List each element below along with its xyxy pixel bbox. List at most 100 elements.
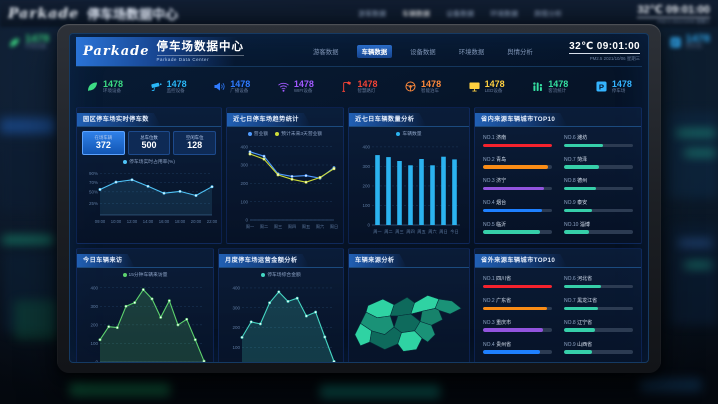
chart-legend: 营业额 预计未来3天营业额 bbox=[231, 129, 339, 138]
temperature: 32℃ bbox=[569, 41, 594, 53]
svg-text:300: 300 bbox=[90, 304, 98, 309]
progress-fill bbox=[483, 165, 548, 169]
svg-text:300: 300 bbox=[240, 163, 248, 168]
legend-item: 营业额 bbox=[247, 130, 268, 137]
progress-track bbox=[564, 284, 633, 289]
main-nav: 游客数据 车辆数据 设备数据 环境数据 舆情分析 bbox=[308, 45, 538, 58]
panel-vehicle-origin-map: 车辆来源分析 bbox=[348, 248, 470, 362]
top10-item: NO.5 广西壮族自治区 bbox=[483, 358, 552, 362]
top10-item: NO.1 四川省 bbox=[483, 271, 552, 293]
stat-label: 广播设备 bbox=[230, 88, 249, 94]
stat-value: 1478 bbox=[230, 78, 251, 89]
top10-item: NO.9 山西省 bbox=[564, 336, 633, 358]
progress-track bbox=[564, 186, 633, 191]
weekly-vehicles-bar-chart: 400 300 200 100 0 周一 周二 周三 周四 周五 周六 周日 今日 bbox=[353, 138, 465, 240]
svg-text:100: 100 bbox=[362, 203, 370, 208]
stat-box-0[interactable]: 在场车辆 372 bbox=[82, 131, 125, 155]
panel-weekly-vehicles: 近七日车辆数量分析 车辆数量 400 300 200 100 0 周一 周二 周三 周四 周五 周六… bbox=[348, 107, 470, 244]
panel-realtime-parking: 园区停车场实时停车数 在场车辆 372 总车位数 500 空闲车位 128 停车场实时占用… bbox=[76, 107, 222, 244]
progress-fill bbox=[483, 208, 543, 213]
svg-text:14:00: 14:00 bbox=[143, 219, 154, 224]
nav-tab-0[interactable]: 游客数据 bbox=[313, 49, 339, 56]
background-nav-tab: 设备数据 bbox=[446, 10, 475, 18]
nav-tab-4[interactable]: 舆情分析 bbox=[507, 49, 533, 56]
background-blur-shape bbox=[70, 382, 170, 396]
svg-text:09:00: 09:00 bbox=[95, 219, 106, 224]
svg-text:200: 200 bbox=[240, 181, 248, 186]
stat-label: 监控设备 bbox=[166, 88, 185, 94]
panel-title: 省外来源车辆城市TOP10 bbox=[475, 254, 567, 267]
stat-box-label: 空闲车位 bbox=[185, 135, 204, 141]
stat-box-value: 372 bbox=[95, 140, 111, 151]
led-screen-icon bbox=[468, 80, 481, 93]
stat-value: 1478 bbox=[357, 78, 378, 89]
top10-item: NO.2 青岛 bbox=[483, 152, 552, 174]
leaf-icon bbox=[8, 36, 21, 49]
nav-tab-1[interactable]: 车辆数据 bbox=[356, 45, 393, 58]
panel-today-visits: 今日车辆来访 15分钟车辆来访量 400300200100008:0010:00… bbox=[76, 248, 214, 362]
progress-track bbox=[483, 306, 552, 311]
top10-item: NO.9 泰安 bbox=[564, 195, 633, 217]
stat-value: 1478 bbox=[611, 78, 632, 89]
progress-fill bbox=[564, 208, 592, 213]
progress-track bbox=[483, 328, 552, 332]
panel-title: 月度停车场运营金额分析 bbox=[219, 254, 309, 267]
panel-weekly-revenue: 近七日停车场趋势统计 营业额 预计未来3天营业额 400 300 200 100 0 周一周… bbox=[226, 107, 344, 244]
nav-tab-2[interactable]: 设备数据 bbox=[410, 49, 436, 56]
progress-track bbox=[483, 208, 552, 213]
background-nav: 游客数据 车辆数据 设备数据 环境数据 舆情分析 bbox=[358, 9, 562, 19]
svg-text:今日: 今日 bbox=[450, 228, 458, 235]
svg-text:400: 400 bbox=[90, 285, 98, 290]
stat-label: LED设备 bbox=[484, 88, 503, 94]
panel-title: 省内来源车辆城市TOP10 bbox=[475, 113, 567, 126]
date: 2021/10/06 星期三 bbox=[603, 55, 640, 61]
svg-text:0: 0 bbox=[367, 223, 370, 228]
progress-fill bbox=[564, 143, 603, 148]
background-nav-tab: 车辆数据 bbox=[402, 10, 431, 18]
svg-text:22:00: 22:00 bbox=[207, 219, 217, 224]
background-blur-shape bbox=[4, 252, 62, 332]
top10-item: NO.7 黑龙江省 bbox=[564, 293, 633, 315]
top10-item: NO.10 淄博 bbox=[564, 216, 633, 238]
progress-fill bbox=[564, 328, 596, 332]
top10-item: NO.1 济南 bbox=[483, 130, 552, 152]
clock-block: 32℃ 09:01:00 PM2.5 2021/10/06 星期三 bbox=[569, 41, 642, 62]
background-blur-shape bbox=[676, 130, 716, 136]
progress-fill bbox=[483, 143, 552, 148]
svg-text:周日: 周日 bbox=[439, 229, 447, 235]
svg-text:16:00: 16:00 bbox=[159, 219, 170, 224]
legend-item: 车辆数量 bbox=[396, 130, 422, 137]
panel-top10-out-province: 省外来源车辆城市TOP10 NO.1 四川省 NO.2 广东省 NO.3 重庆市 NO… bbox=[474, 248, 642, 362]
stat-value: 1478 bbox=[548, 78, 569, 89]
background-clock: 32℃ 09:01:00 PM2.5 2021/10/06 星期三 bbox=[637, 3, 710, 24]
svg-text:300: 300 bbox=[232, 305, 240, 310]
progress-track bbox=[483, 284, 552, 289]
stat-box-2[interactable]: 空闲车位 128 bbox=[173, 131, 217, 155]
dashboard-screen: Parkade 停车场数据中心 Parkade Data Center 游客数据… bbox=[69, 33, 649, 363]
background-blur-shape bbox=[320, 384, 440, 398]
progress-track bbox=[564, 328, 633, 332]
progress-fill bbox=[483, 306, 548, 311]
svg-text:周四: 周四 bbox=[288, 224, 296, 230]
progress-track bbox=[483, 143, 552, 148]
stat-value: 1478 bbox=[25, 33, 50, 45]
background-header: Parkade 停车场数据中心 游客数据 车辆数据 设备数据 环境数据 舆情分析 32℃… bbox=[0, 0, 718, 27]
svg-text:90%: 90% bbox=[89, 171, 98, 176]
svg-text:周三: 周三 bbox=[274, 224, 282, 230]
page-subtitle: Parkade Data Center bbox=[156, 54, 244, 62]
svg-text:100: 100 bbox=[240, 199, 248, 204]
progress-fill bbox=[564, 230, 589, 234]
progress-track bbox=[564, 306, 633, 311]
stat-label: 环境设备 bbox=[25, 44, 47, 51]
stat-box-1[interactable]: 总车位数 500 bbox=[127, 131, 171, 155]
stat-label: 客流统计 bbox=[548, 88, 567, 94]
progress-fill bbox=[483, 186, 545, 191]
chart-legend: 15分钟车辆来访量 bbox=[81, 270, 209, 279]
time: 09:01:00 bbox=[596, 41, 640, 53]
nav-tab-3[interactable]: 环境数据 bbox=[458, 49, 485, 56]
top10-list-in-province: NO.1 济南 NO.2 青岛 NO.3 济宁 NO.4 烟台 NO.5 临沂 NO.6 … bbox=[475, 127, 641, 243]
